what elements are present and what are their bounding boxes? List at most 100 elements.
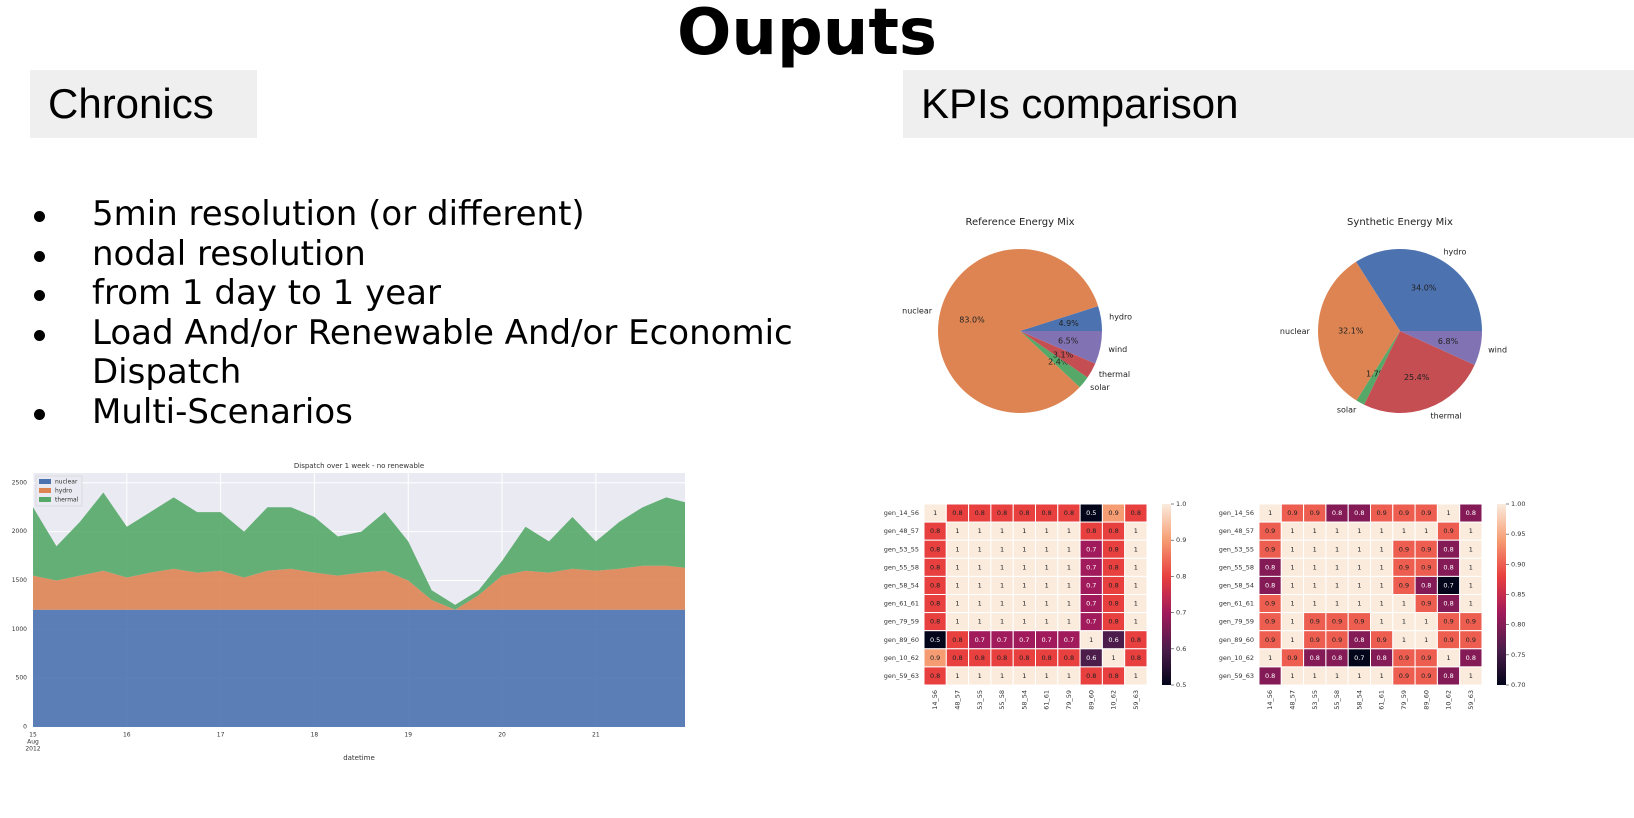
cell-label: 0.8 bbox=[1064, 654, 1074, 662]
pie-slice bbox=[1317, 261, 1400, 401]
cell-label: 0.8 bbox=[1466, 654, 1476, 662]
column-label: 53_55 bbox=[976, 690, 984, 710]
cell-label: 0.9 bbox=[1265, 527, 1275, 535]
cell-label: 1 bbox=[1045, 545, 1049, 553]
cell-label: 1 bbox=[1402, 636, 1406, 644]
cell-label: 0.9 bbox=[1466, 618, 1476, 626]
legend-label: thermal bbox=[55, 497, 79, 504]
cell-label: 0.8 bbox=[1332, 654, 1342, 662]
cell-label: 1 bbox=[1022, 545, 1026, 553]
cell-label: 1 bbox=[1000, 672, 1004, 680]
cell-label: 1 bbox=[933, 509, 937, 517]
slice-value-label: 1.7% bbox=[1366, 370, 1387, 379]
colorbar bbox=[1497, 504, 1506, 685]
cell-label: 1 bbox=[1335, 581, 1339, 589]
cell-label: 0.9 bbox=[1421, 600, 1431, 608]
cell-label: 1 bbox=[1380, 527, 1384, 535]
row-label: gen_48_57 bbox=[1219, 527, 1254, 535]
slice-value-label: 2.4% bbox=[1048, 357, 1069, 366]
cell-label: 0.8 bbox=[1443, 600, 1453, 608]
cell-label: 0.9 bbox=[1399, 581, 1409, 589]
heatmap-cell bbox=[1124, 666, 1148, 686]
x-tick-label: 19 bbox=[404, 732, 412, 739]
column-label: 10_62 bbox=[1110, 690, 1118, 710]
cell-label: 1 bbox=[978, 600, 982, 608]
column-label: 79_59 bbox=[1400, 690, 1408, 710]
row-label: gen_61_61 bbox=[1219, 600, 1254, 608]
cell-label: 1 bbox=[1022, 672, 1026, 680]
cell-label: 0.8 bbox=[1108, 600, 1118, 608]
cell-label: 1 bbox=[955, 527, 959, 535]
row-label: gen_48_57 bbox=[884, 527, 919, 535]
cell-label: 0.7 bbox=[1354, 654, 1364, 662]
cell-label: 0.7 bbox=[1064, 636, 1074, 644]
cell-label: 1 bbox=[1089, 636, 1093, 644]
cell-label: 0.9 bbox=[1332, 636, 1342, 644]
cell-label: 1 bbox=[1290, 618, 1294, 626]
colorbar-tick-label: 0.80 bbox=[1511, 621, 1525, 629]
row-label: gen_89_60 bbox=[1219, 636, 1254, 644]
cell-label: 0.9 bbox=[1310, 509, 1320, 517]
cell-label: 1 bbox=[1134, 581, 1138, 589]
x-tick-sublabel: Aug bbox=[27, 739, 39, 746]
cell-label: 1 bbox=[1022, 563, 1026, 571]
cell-label: 1 bbox=[1469, 672, 1473, 680]
cell-label: 0.9 bbox=[1421, 563, 1431, 571]
row-label: gen_58_54 bbox=[884, 581, 919, 589]
cell-label: 0.5 bbox=[1086, 509, 1096, 517]
slice-label: solar bbox=[1337, 405, 1357, 414]
cell-label: 0.8 bbox=[1354, 509, 1364, 517]
cell-label: 1 bbox=[1000, 545, 1004, 553]
cell-label: 0.8 bbox=[1064, 509, 1074, 517]
bullet: from 1 day to 1 year bbox=[30, 273, 850, 314]
cell-label: 0.8 bbox=[1108, 618, 1118, 626]
cell-label: 0.8 bbox=[1041, 509, 1051, 517]
cell-label: 0.8 bbox=[930, 672, 940, 680]
cell-label: 0.8 bbox=[1041, 654, 1051, 662]
cell-label: 0.9 bbox=[1265, 545, 1275, 553]
cell-label: 0.9 bbox=[1421, 672, 1431, 680]
cell-label: 1 bbox=[1402, 527, 1406, 535]
colorbar bbox=[1162, 504, 1171, 685]
cell-label: 0.9 bbox=[1376, 636, 1386, 644]
cell-label: 0.7 bbox=[1019, 636, 1029, 644]
cell-label: 0.8 bbox=[1131, 654, 1141, 662]
cell-label: 1 bbox=[1357, 563, 1361, 571]
x-tick-label: 18 bbox=[311, 732, 319, 739]
cell-label: 1 bbox=[1335, 600, 1339, 608]
cell-label: 1 bbox=[1000, 563, 1004, 571]
legend-label: nuclear bbox=[55, 479, 78, 486]
cell-label: 1 bbox=[1022, 600, 1026, 608]
cell-label: 0.9 bbox=[1287, 509, 1297, 517]
row-label: gen_55_58 bbox=[884, 563, 919, 571]
pie-slice bbox=[1400, 331, 1482, 365]
row-label: gen_59_63 bbox=[1219, 672, 1254, 680]
colorbar-tick-label: 0.8 bbox=[1176, 572, 1186, 580]
x-tick-sublabel: 2012 bbox=[25, 746, 40, 753]
cell-label: 1 bbox=[955, 581, 959, 589]
cell-label: 0.8 bbox=[1421, 581, 1431, 589]
row-label: gen_89_60 bbox=[884, 636, 919, 644]
cell-label: 0.8 bbox=[1019, 509, 1029, 517]
slice-label: hydro bbox=[1443, 247, 1466, 256]
column-label: 55_58 bbox=[998, 690, 1006, 710]
row-label: gen_58_54 bbox=[1219, 581, 1254, 589]
row-label: gen_61_61 bbox=[884, 600, 919, 608]
colorbar-tick-label: 0.95 bbox=[1511, 530, 1525, 538]
cell-label: 0.8 bbox=[952, 654, 962, 662]
cell-label: 1 bbox=[1134, 600, 1138, 608]
cell-label: 0.8 bbox=[1108, 672, 1118, 680]
slice-label: thermal bbox=[1099, 370, 1130, 379]
row-label: gen_79_59 bbox=[1219, 618, 1254, 626]
cell-label: 0.8 bbox=[930, 581, 940, 589]
cell-label: 1 bbox=[1380, 581, 1384, 589]
pie-slice bbox=[937, 248, 1099, 413]
cell-label: 0.9 bbox=[1310, 618, 1320, 626]
cell-label: 1 bbox=[1290, 545, 1294, 553]
cell-label: 0.9 bbox=[1108, 509, 1118, 517]
cell-label: 0.9 bbox=[1443, 527, 1453, 535]
cell-label: 0.8 bbox=[1443, 672, 1453, 680]
cell-label: 0.8 bbox=[1019, 654, 1029, 662]
cell-label: 0.7 bbox=[1086, 545, 1096, 553]
